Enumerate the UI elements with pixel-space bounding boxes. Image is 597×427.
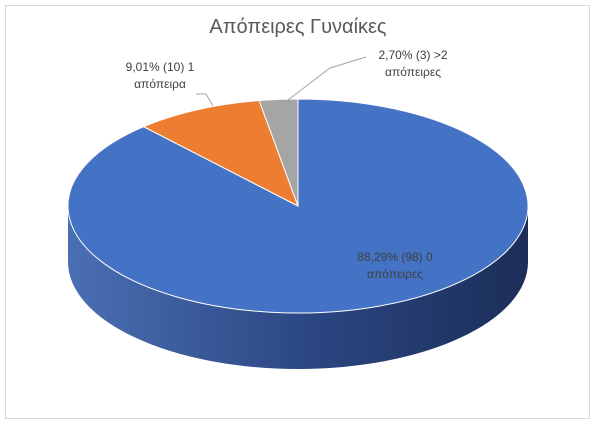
data-label: 2,70% (3) >2 <box>378 48 447 62</box>
pie-slices <box>67 98 529 314</box>
leader-line <box>283 56 367 104</box>
pie-slice <box>142 100 299 208</box>
leader-lines <box>196 56 367 107</box>
pie-side-face <box>68 206 528 369</box>
data-label: απόπειρες <box>385 65 441 79</box>
data-label: 9,01% (10) 1 <box>126 60 195 74</box>
data-label: απόπειρες <box>367 267 423 281</box>
data-label: απόπειρα <box>134 77 186 91</box>
leader-line <box>196 93 214 107</box>
data-label: 88,29% (98) 0 <box>357 250 433 264</box>
data-labels: 88,29% (98) 0 απόπειρες 9,01% (10) 1 απόπει… <box>126 48 448 281</box>
chart-title: Απόπειρες Γυναίκες <box>209 16 387 38</box>
pie-slice <box>258 98 299 207</box>
pie-side-wall <box>68 206 528 369</box>
